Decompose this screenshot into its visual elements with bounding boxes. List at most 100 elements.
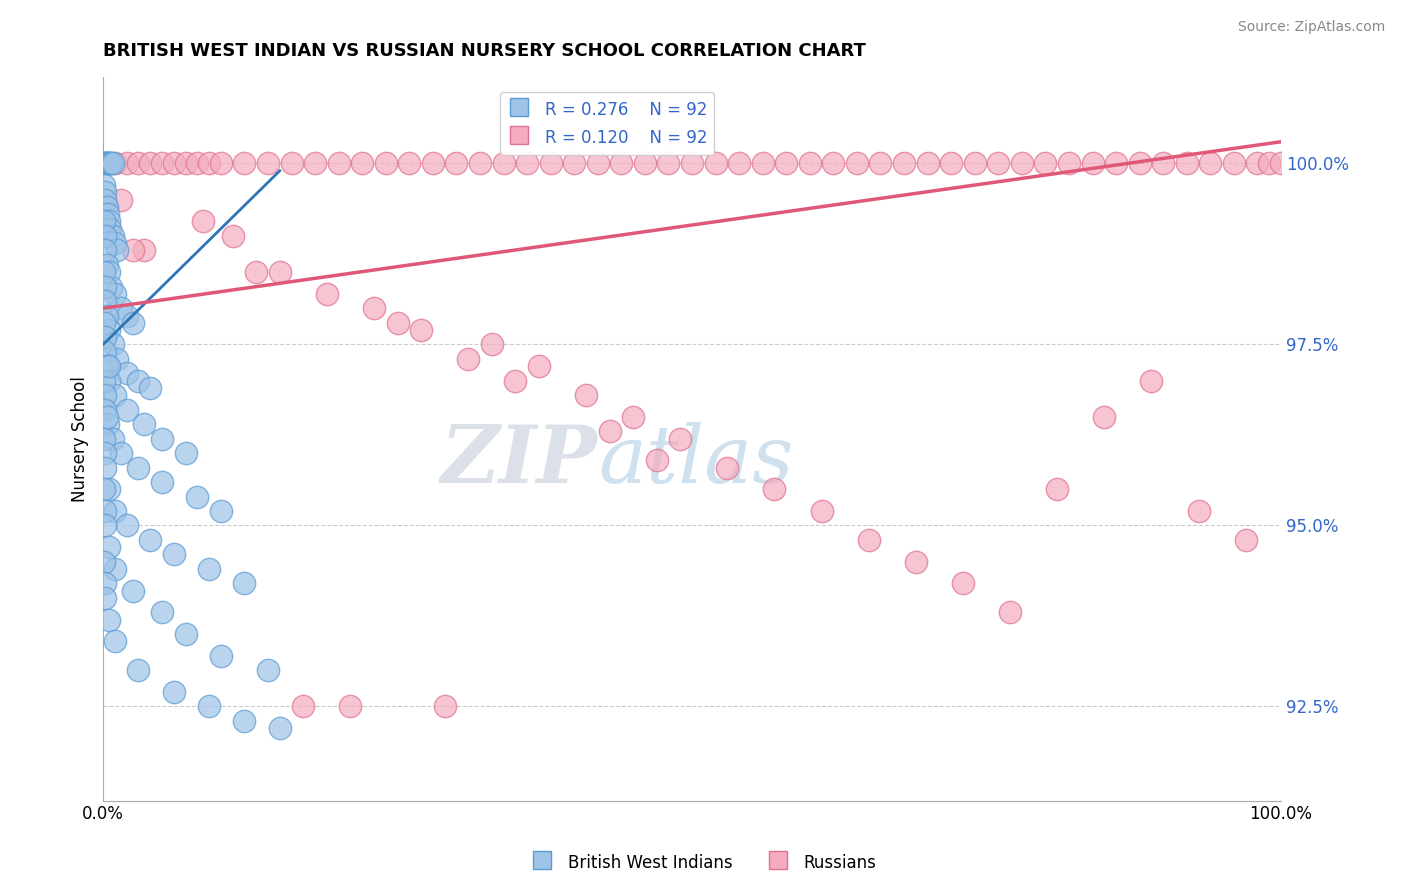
Point — [94, 460, 117, 475]
Point — [186, 490, 208, 504]
Point — [121, 583, 143, 598]
Point — [998, 606, 1021, 620]
Point — [257, 156, 280, 170]
Point — [93, 156, 115, 170]
Point — [93, 316, 115, 330]
Point — [104, 286, 127, 301]
Point — [1246, 156, 1268, 170]
Point — [94, 156, 117, 170]
Text: BRITISH WEST INDIAN VS RUSSIAN NURSERY SCHOOL CORRELATION CHART: BRITISH WEST INDIAN VS RUSSIAN NURSERY S… — [103, 42, 866, 60]
Point — [209, 504, 232, 518]
Point — [1223, 156, 1246, 170]
Point — [681, 156, 703, 170]
Point — [1270, 156, 1292, 170]
Point — [94, 293, 117, 308]
Point — [98, 221, 121, 235]
Point — [94, 228, 117, 243]
Point — [657, 156, 679, 170]
Point — [96, 359, 118, 374]
Point — [1152, 156, 1174, 170]
Point — [1081, 156, 1104, 170]
Point — [1057, 156, 1080, 170]
Point — [110, 301, 132, 316]
Point — [115, 518, 138, 533]
Point — [516, 156, 538, 170]
Point — [540, 156, 562, 170]
Point — [1105, 156, 1128, 170]
Point — [280, 156, 302, 170]
Point — [799, 156, 821, 170]
Point — [575, 388, 598, 402]
Point — [110, 446, 132, 460]
Point — [562, 156, 585, 170]
Point — [115, 156, 138, 170]
Point — [134, 417, 156, 431]
Point — [104, 156, 127, 170]
Point — [174, 446, 197, 460]
Point — [186, 156, 208, 170]
Point — [98, 540, 121, 554]
Point — [422, 156, 444, 170]
Point — [751, 156, 773, 170]
Point — [163, 685, 186, 699]
Point — [398, 156, 420, 170]
Point — [94, 518, 117, 533]
Point — [304, 156, 326, 170]
Point — [987, 156, 1010, 170]
Point — [621, 409, 644, 424]
Point — [339, 699, 361, 714]
Point — [810, 504, 832, 518]
Point — [209, 156, 232, 170]
Point — [1175, 156, 1198, 170]
Point — [94, 279, 117, 293]
Point — [139, 381, 162, 395]
Point — [105, 351, 128, 366]
Point — [163, 548, 186, 562]
Point — [209, 648, 232, 663]
Point — [93, 178, 115, 193]
Point — [98, 483, 121, 497]
Point — [233, 576, 256, 591]
Point — [94, 344, 117, 359]
Point — [963, 156, 986, 170]
Point — [869, 156, 891, 170]
Point — [446, 156, 468, 170]
Point — [127, 156, 149, 170]
Point — [775, 156, 797, 170]
Point — [121, 244, 143, 258]
Point — [728, 156, 751, 170]
Point — [352, 156, 374, 170]
Point — [93, 432, 115, 446]
Point — [104, 388, 127, 402]
Point — [98, 156, 121, 170]
Point — [97, 207, 120, 221]
Point — [269, 721, 291, 735]
Point — [134, 244, 156, 258]
Point — [93, 374, 115, 388]
Point — [1234, 533, 1257, 547]
Point — [121, 316, 143, 330]
Point — [374, 156, 396, 170]
Point — [468, 156, 491, 170]
Point — [139, 533, 162, 547]
Point — [127, 663, 149, 677]
Point — [150, 475, 173, 489]
Point — [845, 156, 868, 170]
Point — [917, 156, 939, 170]
Point — [599, 425, 621, 439]
Point — [1129, 156, 1152, 170]
Point — [481, 337, 503, 351]
Point — [94, 244, 117, 258]
Point — [198, 562, 221, 576]
Point — [127, 460, 149, 475]
Point — [893, 156, 915, 170]
Point — [97, 417, 120, 431]
Point — [101, 432, 124, 446]
Point — [98, 265, 121, 279]
Point — [100, 156, 122, 170]
Point — [904, 555, 927, 569]
Point — [328, 156, 350, 170]
Point — [93, 265, 115, 279]
Point — [1187, 504, 1209, 518]
Point — [97, 156, 120, 170]
